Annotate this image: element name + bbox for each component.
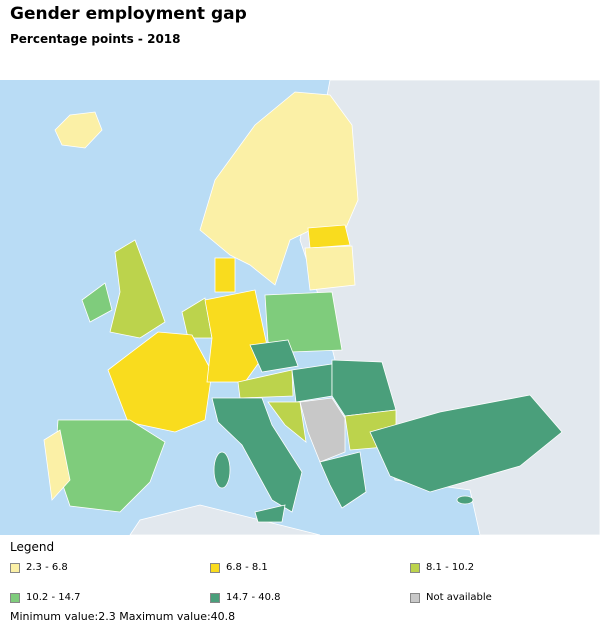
country bbox=[264, 291, 343, 353]
country bbox=[267, 401, 307, 443]
legend-item: Not available bbox=[410, 592, 492, 603]
legend-label: 14.7 - 40.8 bbox=[226, 592, 281, 603]
legend-swatch bbox=[10, 592, 20, 603]
legend-item: 14.7 - 40.8 bbox=[210, 592, 281, 603]
legend-swatch bbox=[10, 562, 20, 573]
legend-label: 8.1 - 10.2 bbox=[426, 562, 475, 573]
legend-label: 2.3 - 6.8 bbox=[26, 562, 68, 573]
country bbox=[211, 397, 303, 513]
map bbox=[0, 80, 600, 535]
country bbox=[43, 429, 71, 501]
legend-label: 6.8 - 8.1 bbox=[226, 562, 268, 573]
country bbox=[304, 245, 356, 291]
legend-item: 10.2 - 14.7 bbox=[10, 592, 81, 603]
legend-item: 6.8 - 8.1 bbox=[210, 562, 268, 573]
country bbox=[54, 111, 103, 149]
country bbox=[291, 363, 333, 403]
country bbox=[81, 282, 113, 323]
legend-title: Legend bbox=[10, 540, 55, 554]
legend-label: 10.2 - 14.7 bbox=[26, 592, 81, 603]
legend-swatch bbox=[210, 592, 220, 603]
country bbox=[249, 339, 299, 373]
country bbox=[254, 504, 286, 523]
title: Gender employment gap bbox=[10, 4, 247, 24]
country bbox=[299, 397, 346, 463]
legend-item: 8.1 - 10.2 bbox=[410, 562, 474, 573]
country bbox=[319, 451, 367, 509]
country bbox=[369, 394, 563, 493]
footer: Minimum value:2.3 Maximum value:40.8 bbox=[10, 610, 236, 623]
country bbox=[456, 495, 474, 505]
country bbox=[109, 239, 166, 339]
country bbox=[214, 257, 236, 293]
legend-label: Not available bbox=[426, 592, 492, 603]
country bbox=[213, 451, 231, 489]
country bbox=[237, 369, 294, 399]
country bbox=[307, 224, 351, 249]
non-eu-land bbox=[129, 504, 321, 535]
legend-swatch bbox=[410, 562, 420, 573]
legend-swatch bbox=[210, 562, 220, 573]
country bbox=[199, 91, 359, 286]
legend-item: 2.3 - 6.8 bbox=[10, 562, 68, 573]
legend-swatch bbox=[410, 592, 420, 603]
subtitle: Percentage points - 2018 bbox=[10, 32, 181, 46]
